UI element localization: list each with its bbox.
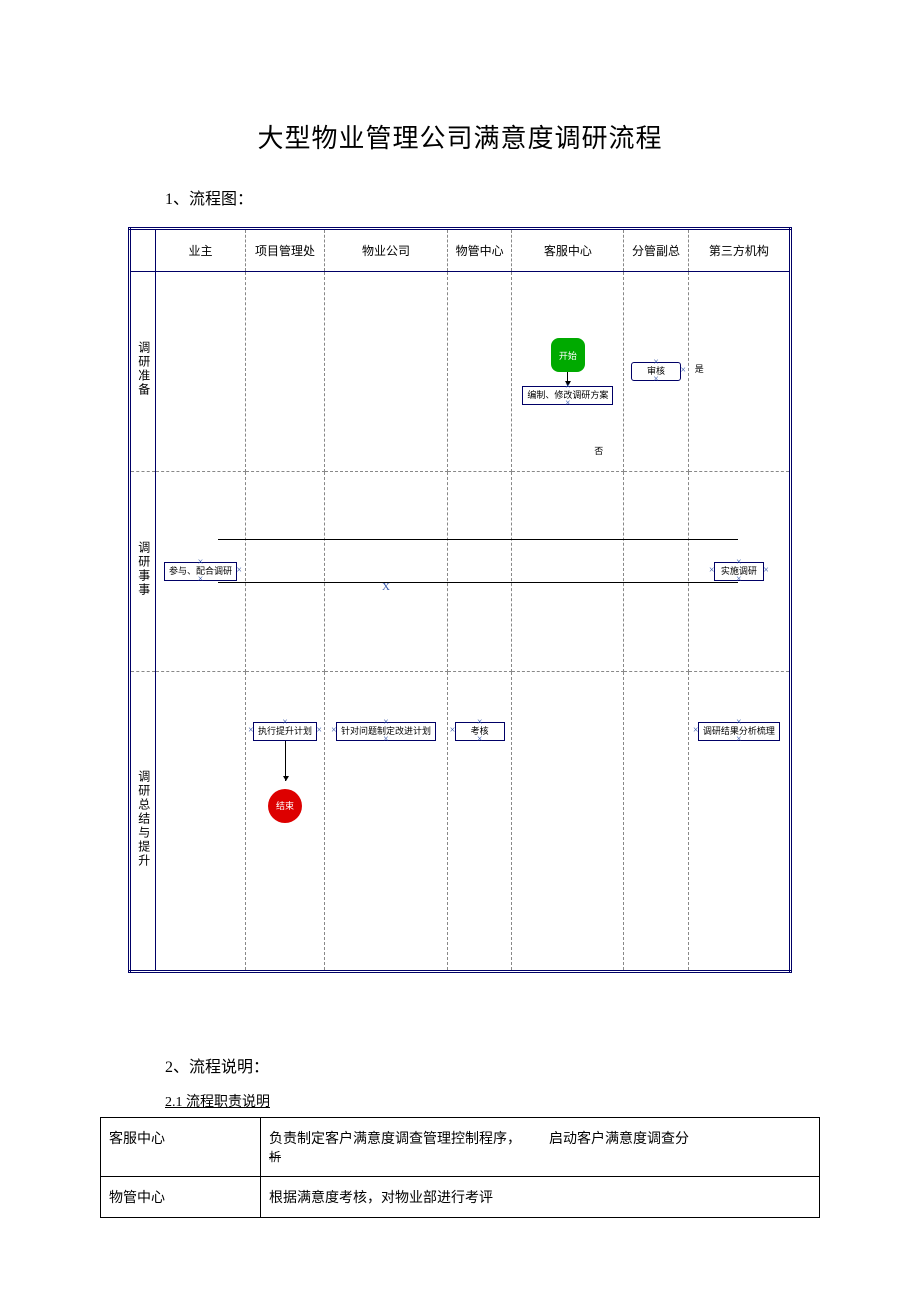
implement-box: × × 实施调研 × × bbox=[714, 562, 764, 581]
subsection-2-1: 2.1 流程职责说明 bbox=[165, 1091, 920, 1111]
page-title: 大型物业管理公司满意度调研流程 bbox=[0, 0, 920, 155]
arrow-icon bbox=[285, 741, 286, 781]
phase-summary: 调研总结与提升 bbox=[130, 672, 156, 972]
table-row: 物管中心 根据满意度考核，对物业部进行考评 bbox=[101, 1177, 820, 1218]
lane-company: 物业公司 bbox=[325, 229, 448, 272]
plan-box: × 编制、修改调研方案 × bbox=[522, 386, 613, 405]
desc-cell: 根据满意度考核，对物业部进行考评 bbox=[261, 1177, 820, 1218]
section-2-heading: 2、流程说明： bbox=[165, 1053, 920, 1077]
lane-mgmt-center: 物管中心 bbox=[447, 229, 511, 272]
lane-service-center: 客服中心 bbox=[512, 229, 624, 272]
no-label: 否 bbox=[594, 444, 603, 457]
yes-label: 是 bbox=[695, 362, 704, 375]
swimlane-table: 业主 项目管理处 物业公司 物管中心 客服中心 分管副总 第三方机构 调研准备 … bbox=[128, 227, 792, 973]
start-node: 开始 bbox=[551, 338, 585, 372]
assess-box: × × 考核 × bbox=[455, 722, 505, 741]
connector-line bbox=[218, 582, 738, 583]
dept-cell: 客服中心 bbox=[101, 1118, 261, 1177]
lane-pmo: 项目管理处 bbox=[246, 229, 325, 272]
header-blank bbox=[130, 229, 156, 272]
lane-vp: 分管副总 bbox=[624, 229, 688, 272]
end-node: 结束 bbox=[268, 789, 302, 823]
connector-x: X bbox=[382, 581, 390, 593]
connector-line bbox=[218, 539, 738, 540]
section-1-heading: 1、流程图： bbox=[165, 185, 920, 209]
lane-owner: 业主 bbox=[156, 229, 246, 272]
phase-exec: 调研事事 bbox=[130, 472, 156, 672]
dept-cell: 物管中心 bbox=[101, 1177, 261, 1218]
phase-prep: 调研准备 bbox=[130, 272, 156, 472]
responsibility-table: 客服中心 负责制定客户满意度调查管理控制程序， 启动客户满意度调查分 析 物管中… bbox=[100, 1117, 820, 1218]
flowchart: 业主 项目管理处 物业公司 物管中心 客服中心 分管副总 第三方机构 调研准备 … bbox=[128, 227, 792, 973]
lane-thirdparty: 第三方机构 bbox=[688, 229, 790, 272]
desc-cell: 负责制定客户满意度调查管理控制程序， 启动客户满意度调查分 析 bbox=[261, 1118, 820, 1177]
audit-box: × 审核 × × bbox=[631, 362, 681, 381]
analysis-box: × × 调研结果分析梳理 × bbox=[698, 722, 780, 741]
join-box: × 参与、配合调研 × × bbox=[164, 562, 237, 581]
exec-improve-box: × × 执行提升计划 × bbox=[253, 722, 317, 741]
plan-improve-box: × × 针对问题制定改进计划 × bbox=[336, 722, 436, 741]
table-row: 客服中心 负责制定客户满意度调查管理控制程序， 启动客户满意度调查分 析 bbox=[101, 1118, 820, 1177]
